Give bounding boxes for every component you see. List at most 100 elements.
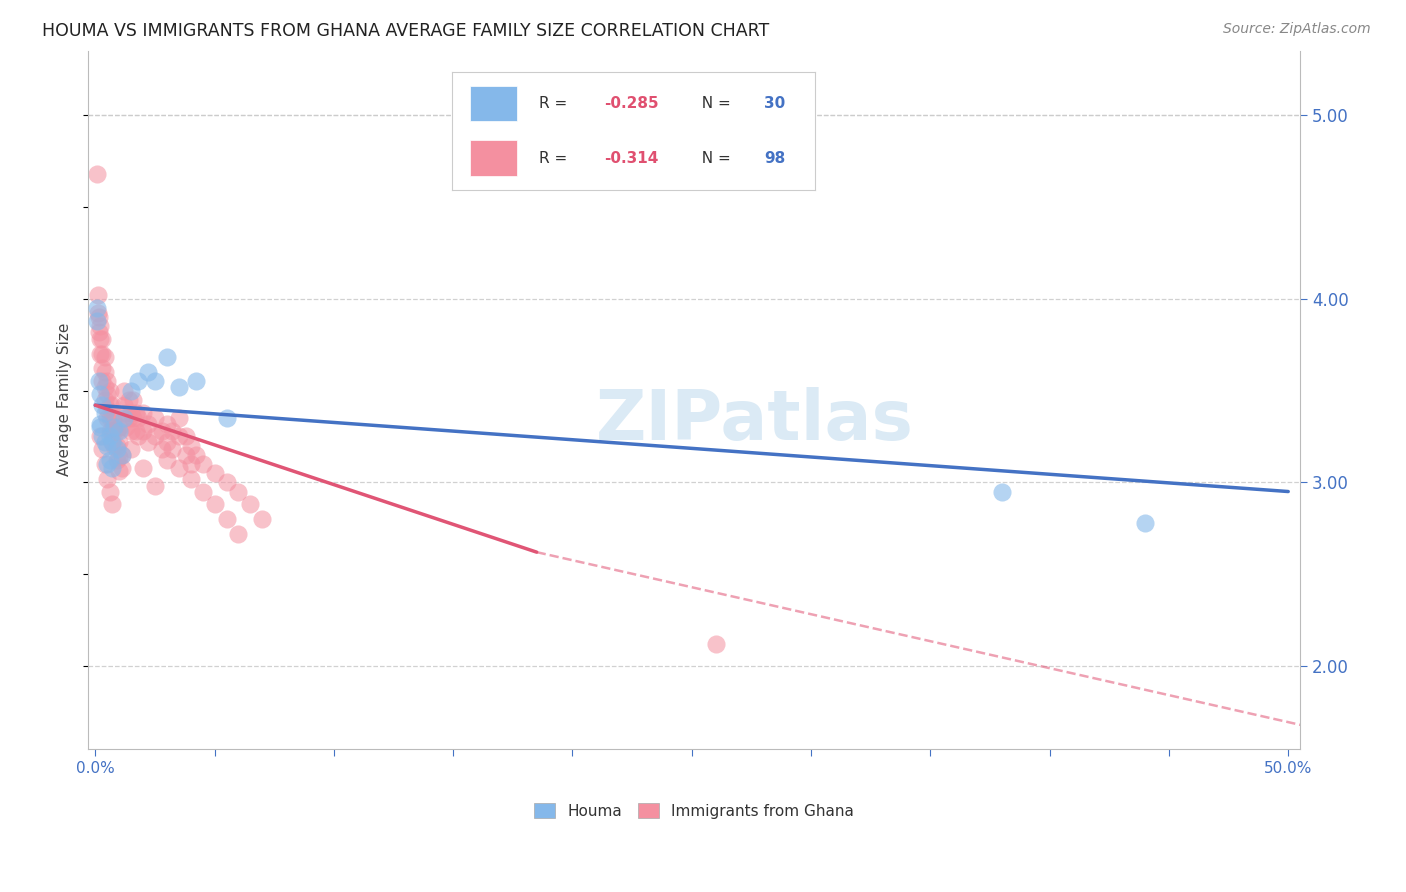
Point: [89, 332, 111, 346]
Point: [125, 405, 148, 419]
Point: [112, 384, 135, 398]
Point: [143, 429, 166, 443]
Point: [174, 448, 197, 462]
Point: [94, 392, 117, 407]
Text: HOUMA VS IMMIGRANTS FROM GHANA AVERAGE FAMILY SIZE CORRELATION CHART: HOUMA VS IMMIGRANTS FROM GHANA AVERAGE F…: [42, 22, 769, 40]
Point: [143, 479, 166, 493]
Point: [215, 475, 238, 490]
Point: [89, 319, 111, 334]
Point: [86, 301, 108, 315]
Point: [108, 424, 131, 438]
Point: [89, 387, 111, 401]
Point: [132, 424, 155, 438]
Point: [98, 411, 121, 425]
Point: [215, 512, 238, 526]
Point: [108, 420, 131, 434]
Point: [91, 442, 114, 457]
Point: [101, 398, 124, 412]
Point: [228, 484, 250, 499]
Point: [96, 374, 118, 388]
Point: [156, 351, 179, 365]
Point: [136, 365, 159, 379]
Text: Source: ZipAtlas.com: Source: ZipAtlas.com: [1223, 22, 1371, 37]
Point: [103, 439, 125, 453]
Point: [156, 453, 179, 467]
Point: [704, 637, 727, 651]
Point: [96, 457, 118, 471]
Point: [239, 497, 262, 511]
Point: [103, 424, 125, 438]
Point: [150, 442, 173, 457]
Point: [184, 374, 207, 388]
Point: [180, 439, 202, 453]
Point: [96, 387, 118, 401]
Point: [204, 466, 226, 480]
Point: [160, 442, 183, 457]
Point: [86, 306, 108, 320]
Point: [89, 347, 111, 361]
Point: [125, 424, 148, 438]
Point: [101, 460, 124, 475]
Point: [228, 526, 250, 541]
Point: [115, 405, 138, 419]
Legend: Houma, Immigrants from Ghana: Houma, Immigrants from Ghana: [529, 797, 860, 825]
Point: [143, 374, 166, 388]
Point: [167, 460, 190, 475]
Point: [91, 374, 114, 388]
Point: [98, 424, 121, 438]
Point: [174, 429, 197, 443]
Point: [120, 405, 142, 419]
Point: [252, 512, 274, 526]
Point: [110, 460, 132, 475]
Y-axis label: Average Family Size: Average Family Size: [58, 323, 72, 476]
Point: [87, 310, 110, 324]
Point: [143, 411, 166, 425]
Point: [108, 464, 131, 478]
Point: [156, 434, 179, 449]
Point: [120, 424, 142, 438]
Point: [1133, 516, 1156, 530]
Point: [89, 417, 111, 431]
Point: [118, 392, 141, 407]
Point: [91, 398, 114, 412]
Point: [98, 453, 121, 467]
Point: [136, 434, 159, 449]
Point: [191, 484, 214, 499]
Point: [94, 405, 117, 419]
Point: [160, 424, 183, 438]
Point: [120, 384, 142, 398]
Point: [86, 167, 108, 181]
Point: [120, 442, 142, 457]
Point: [94, 380, 117, 394]
Point: [98, 398, 121, 412]
Text: ZIPatlas: ZIPatlas: [596, 387, 914, 454]
Point: [91, 332, 114, 346]
Point: [96, 401, 118, 416]
Point: [98, 384, 121, 398]
Point: [191, 457, 214, 471]
Point: [98, 484, 121, 499]
Point: [122, 392, 145, 407]
Point: [103, 420, 125, 434]
Point: [105, 453, 128, 467]
Point: [108, 434, 131, 449]
Point: [127, 411, 149, 425]
Point: [101, 434, 124, 449]
Point: [89, 420, 111, 434]
Point: [101, 424, 124, 438]
Point: [150, 424, 173, 438]
Point: [96, 439, 118, 453]
Point: [86, 314, 108, 328]
Point: [105, 439, 128, 453]
Point: [180, 457, 202, 471]
Point: [156, 417, 179, 431]
Point: [96, 411, 118, 425]
Point: [86, 288, 108, 302]
Point: [184, 448, 207, 462]
Point: [127, 374, 149, 388]
Point: [98, 429, 121, 443]
Point: [101, 497, 124, 511]
Point: [118, 411, 141, 425]
Point: [91, 347, 114, 361]
Point: [180, 472, 202, 486]
